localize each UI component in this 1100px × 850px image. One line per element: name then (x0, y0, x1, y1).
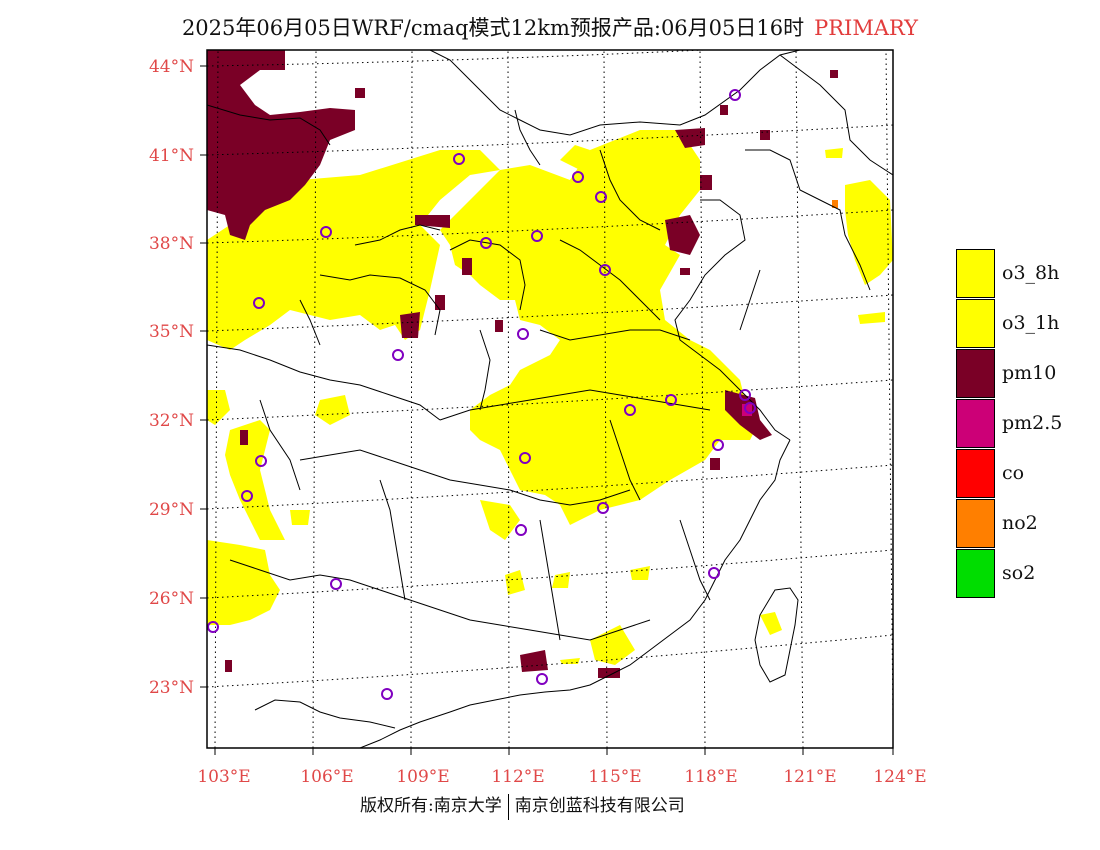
circle-icon (729, 89, 741, 101)
legend-label: o3_8h (1002, 262, 1060, 284)
circle-icon (708, 567, 720, 579)
legend-label: pm2.5 (1002, 412, 1063, 434)
circle-icon (599, 264, 611, 276)
circle-icon (253, 297, 265, 309)
circle-icon (665, 394, 677, 406)
circle-icon (207, 621, 219, 633)
lon-label: 103°E (197, 767, 250, 787)
lat-label: 41°N (149, 146, 194, 166)
map-frame (206, 49, 894, 749)
longitude-labels: 103°E 106°E 109°E 112°E 115°E 118°E 121°… (197, 767, 926, 787)
boundaries (207, 50, 893, 748)
circle-icon (597, 502, 609, 514)
lat-label: 32°N (149, 411, 194, 431)
legend-label: no2 (1002, 512, 1038, 534)
legend-swatch (956, 499, 995, 548)
circle-icon (255, 455, 267, 467)
legend-swatch (956, 549, 995, 598)
axis-ticks (200, 65, 894, 755)
station-markers (207, 89, 756, 700)
title-main: 2025年06月05日WRF/cmaq模式12km预报产品:06月05日16时 (181, 16, 805, 40)
circle-icon (320, 226, 332, 238)
lat-label: 35°N (149, 322, 194, 342)
lon-label: 112°E (491, 767, 544, 787)
circle-icon (624, 404, 636, 416)
map-title: 2025年06月05日WRF/cmaq模式12km预报产品:06月05日16时 P… (0, 12, 1100, 42)
circle-icon (515, 524, 527, 536)
circle-icon (517, 328, 529, 340)
legend-swatch (956, 299, 995, 348)
lon-label: 115°E (588, 767, 641, 787)
circle-icon (531, 230, 543, 242)
lat-label: 23°N (149, 678, 194, 698)
legend-swatch (956, 349, 995, 398)
lat-label: 44°N (149, 57, 194, 77)
lat-label: 26°N (149, 589, 194, 609)
lon-label: 106°E (300, 767, 353, 787)
legend-label: o3_1h (1002, 312, 1060, 334)
lon-label: 118°E (684, 767, 737, 787)
title-tag: PRIMARY (814, 16, 919, 40)
pm10-coverage (207, 50, 838, 678)
circle-icon (330, 578, 342, 590)
pm25-coverage (742, 404, 752, 416)
lat-label: 38°N (149, 234, 194, 254)
legend-label: co (1002, 462, 1025, 484)
circle-icon (392, 349, 404, 361)
lon-label: 109°E (396, 767, 449, 787)
no2-coverage (832, 200, 838, 208)
circle-icon (744, 402, 756, 414)
lon-label: 124°E (873, 767, 926, 787)
copyright-left: 版权所有:南京大学 (360, 796, 502, 816)
lon-label: 121°E (783, 767, 836, 787)
lat-label: 29°N (149, 500, 194, 520)
legend-swatch (956, 449, 995, 498)
legend-swatch (956, 399, 995, 448)
circle-icon (519, 452, 531, 464)
circle-icon (241, 490, 253, 502)
circle-icon (572, 171, 584, 183)
circle-icon (381, 688, 393, 700)
copyright-footer: 版权所有:南京大学 南京创蓝科技有限公司 (360, 791, 685, 820)
footer-divider (507, 793, 509, 820)
circle-icon (480, 237, 492, 249)
circle-icon (453, 153, 465, 165)
legend-swatch (956, 249, 995, 298)
circle-icon (739, 389, 751, 401)
latitude-labels: 44°N 41°N 38°N 35°N 32°N 29°N 26°N 23°N (149, 57, 194, 698)
copyright-right: 南京创蓝科技有限公司 (514, 796, 685, 816)
legend-label: pm10 (1002, 362, 1057, 384)
circle-icon (712, 439, 724, 451)
circle-icon (595, 191, 607, 203)
legend-label: so2 (1002, 562, 1036, 584)
circle-icon (536, 673, 548, 685)
o3-coverage (207, 130, 893, 665)
